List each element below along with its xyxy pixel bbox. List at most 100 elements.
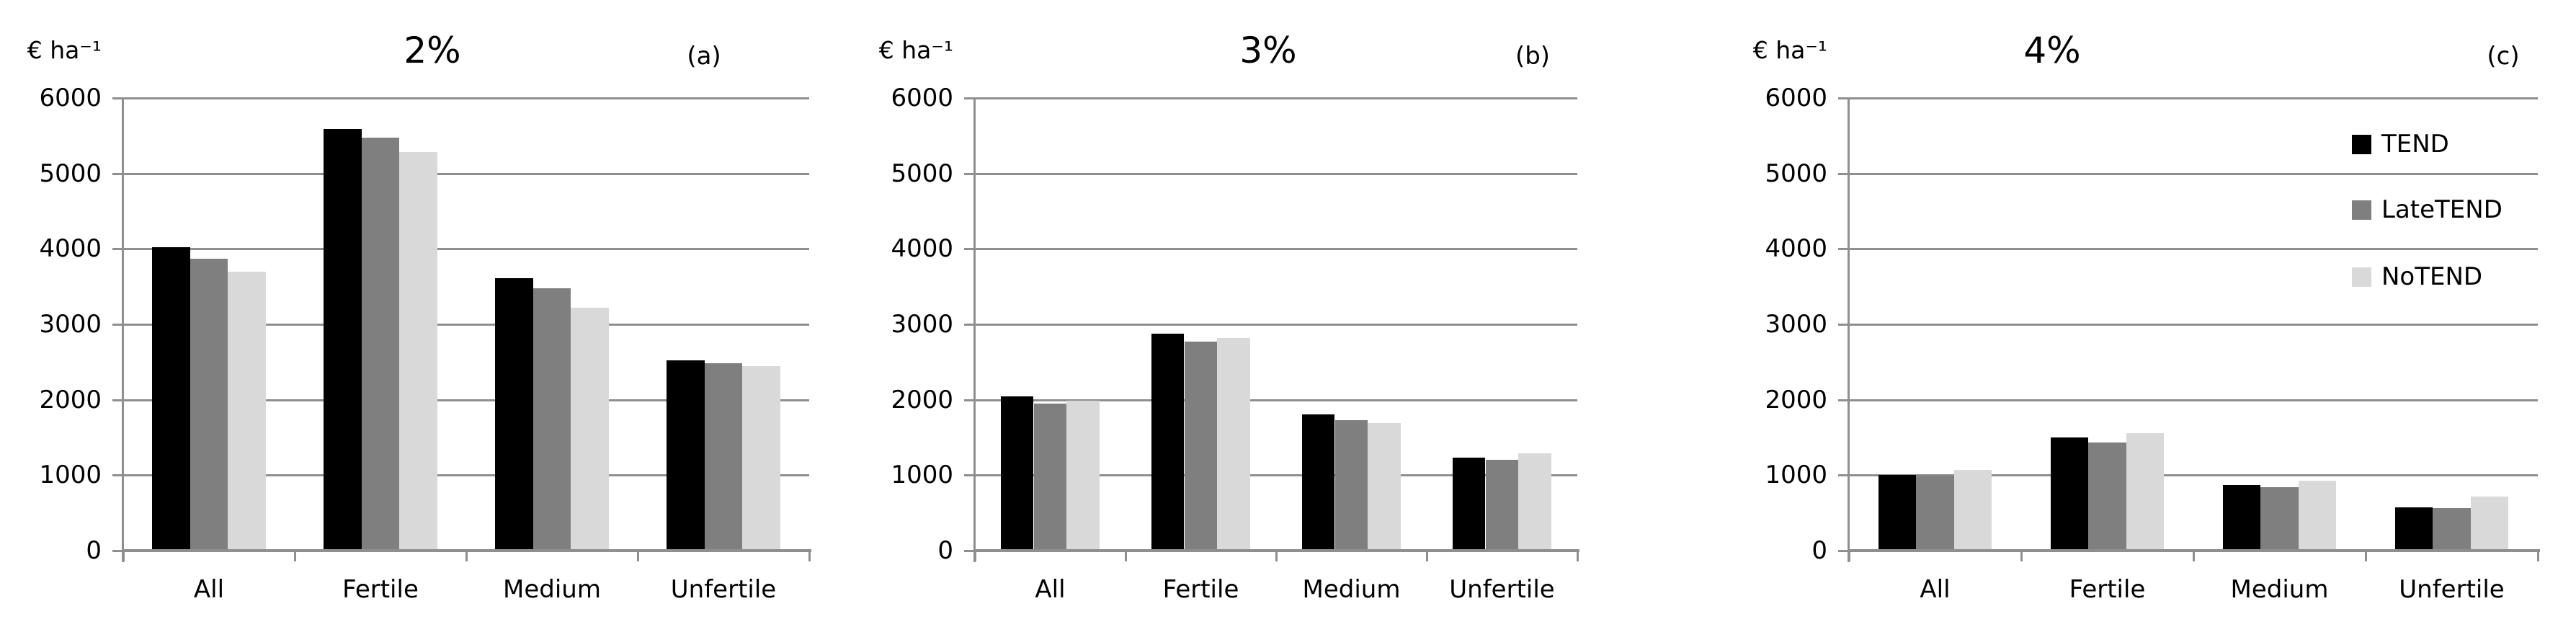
x-axis-tick-4 xyxy=(2537,551,2539,561)
y-tick-label-4000: 4000 xyxy=(1765,234,1827,264)
bar-TEND-All xyxy=(1878,475,1917,551)
y-tick-label-3000: 3000 xyxy=(891,310,953,339)
y-axis-tick-0 xyxy=(964,550,975,552)
y-tick-label-6000: 6000 xyxy=(1765,84,1827,112)
bar-LateTEND-All xyxy=(190,258,228,551)
y-axis-tick-3000 xyxy=(112,324,123,326)
gridline-5000 xyxy=(123,172,809,175)
y-axis-tick-1000 xyxy=(1838,474,1849,477)
y-axis-tick-6000 xyxy=(964,97,975,99)
y-axis-tick-5000 xyxy=(112,172,123,175)
x-category-label-Fertile: Fertile xyxy=(342,575,419,604)
gridline-3000 xyxy=(975,324,1577,326)
y-axis-tick-0 xyxy=(112,550,123,552)
panel-corner-label: (b) xyxy=(1515,42,1551,71)
gridline-4000 xyxy=(123,248,809,251)
x-axis-line xyxy=(123,549,811,552)
y-tick-label-3000: 3000 xyxy=(39,310,102,339)
gridline-4000 xyxy=(1849,248,2538,251)
y-axis-tick-0 xyxy=(1838,550,1849,552)
bar-NoTEND-All xyxy=(1066,400,1100,551)
y-tick-label-0: 0 xyxy=(1811,536,1827,565)
bar-LateTEND-Medium xyxy=(532,288,571,551)
y-axis-tick-3000 xyxy=(964,324,975,326)
y-tick-label-1000: 1000 xyxy=(39,461,102,490)
gridline-1000 xyxy=(123,474,809,477)
gridline-2000 xyxy=(975,399,1577,401)
bar-LateTEND-Medium xyxy=(2260,486,2299,551)
x-category-label-All: All xyxy=(1920,575,1951,604)
x-axis-line xyxy=(1849,549,2540,552)
y-tick-label-0: 0 xyxy=(86,536,102,565)
bar-TEND-All xyxy=(152,247,190,551)
legend-swatch-LateTEND xyxy=(2352,200,2371,220)
gridline-6000 xyxy=(975,97,1577,99)
x-category-label-Medium: Medium xyxy=(2230,575,2329,604)
y-axis-tick-5000 xyxy=(1838,172,1849,175)
y-axis-tick-6000 xyxy=(112,97,123,99)
bar-NoTEND-Unfertile xyxy=(742,365,780,551)
x-axis-tick-2 xyxy=(2193,551,2195,561)
y-axis-line xyxy=(122,98,124,562)
y-axis-unit-label: € ha⁻¹ xyxy=(1752,36,1827,64)
y-axis-tick-4000 xyxy=(964,248,975,251)
x-category-label-Unfertile: Unfertile xyxy=(670,575,777,604)
bar-TEND-Fertile xyxy=(2050,437,2089,551)
y-tick-label-4000: 4000 xyxy=(39,234,102,264)
bar-NoTEND-Fertile xyxy=(1217,337,1251,551)
x-category-label-Unfertile: Unfertile xyxy=(2399,575,2505,604)
y-axis-tick-1000 xyxy=(964,474,975,477)
bar-LateTEND-Unfertile xyxy=(2433,508,2471,551)
bar-NoTEND-Fertile xyxy=(2126,432,2165,551)
bar-TEND-Unfertile xyxy=(1452,458,1486,551)
y-tick-label-1000: 1000 xyxy=(1765,461,1827,490)
x-category-label-Fertile: Fertile xyxy=(1162,575,1239,604)
y-axis-tick-2000 xyxy=(964,399,975,401)
bar-LateTEND-All xyxy=(1916,476,1954,551)
y-tick-label-6000: 6000 xyxy=(39,84,102,112)
gridline-5000 xyxy=(975,172,1577,175)
panel-corner-label: (a) xyxy=(687,42,721,71)
x-axis-tick-0 xyxy=(1848,551,1850,561)
y-axis-tick-5000 xyxy=(964,172,975,175)
x-axis-tick-3 xyxy=(637,551,639,561)
y-axis-unit-label: € ha⁻¹ xyxy=(878,36,953,64)
bar-NoTEND-Medium xyxy=(1368,423,1401,551)
gridline-2000 xyxy=(123,399,809,401)
x-axis-tick-0 xyxy=(974,551,976,561)
bar-LateTEND-Fertile xyxy=(1184,342,1218,551)
panel-title: 3% xyxy=(1239,30,1297,71)
gridline-1000 xyxy=(975,474,1577,477)
x-category-label-All: All xyxy=(193,575,225,604)
legend-label-TEND: TEND xyxy=(2381,130,2449,159)
bar-NoTEND-All xyxy=(1953,470,1992,551)
y-tick-label-0: 0 xyxy=(937,536,953,565)
gridline-6000 xyxy=(1849,97,2538,99)
y-tick-label-1000: 1000 xyxy=(891,461,953,490)
y-axis-tick-4000 xyxy=(112,248,123,251)
y-axis-line xyxy=(973,98,976,562)
x-category-label-Medium: Medium xyxy=(503,575,601,604)
gridline-2000 xyxy=(1849,399,2538,401)
y-axis-line xyxy=(1848,98,1850,562)
gridline-3000 xyxy=(123,324,809,326)
bar-TEND-Medium xyxy=(2222,484,2261,551)
x-axis-tick-4 xyxy=(1577,551,1579,561)
gridline-1000 xyxy=(1849,474,2538,477)
x-axis-tick-1 xyxy=(294,551,296,561)
bar-TEND-Unfertile xyxy=(2394,507,2433,551)
x-category-label-Fertile: Fertile xyxy=(2069,575,2146,604)
bar-TEND-Medium xyxy=(495,278,533,551)
x-axis-tick-0 xyxy=(122,551,125,561)
x-category-label-Medium: Medium xyxy=(1302,575,1401,604)
y-axis-tick-4000 xyxy=(1838,248,1849,251)
bar-LateTEND-Unfertile xyxy=(704,363,743,551)
bar-NoTEND-All xyxy=(228,271,266,551)
x-axis-tick-3 xyxy=(2365,551,2367,561)
bar-NoTEND-Unfertile xyxy=(2470,496,2509,551)
y-axis-tick-6000 xyxy=(1838,97,1849,99)
legend-swatch-NoTEND xyxy=(2352,267,2371,287)
